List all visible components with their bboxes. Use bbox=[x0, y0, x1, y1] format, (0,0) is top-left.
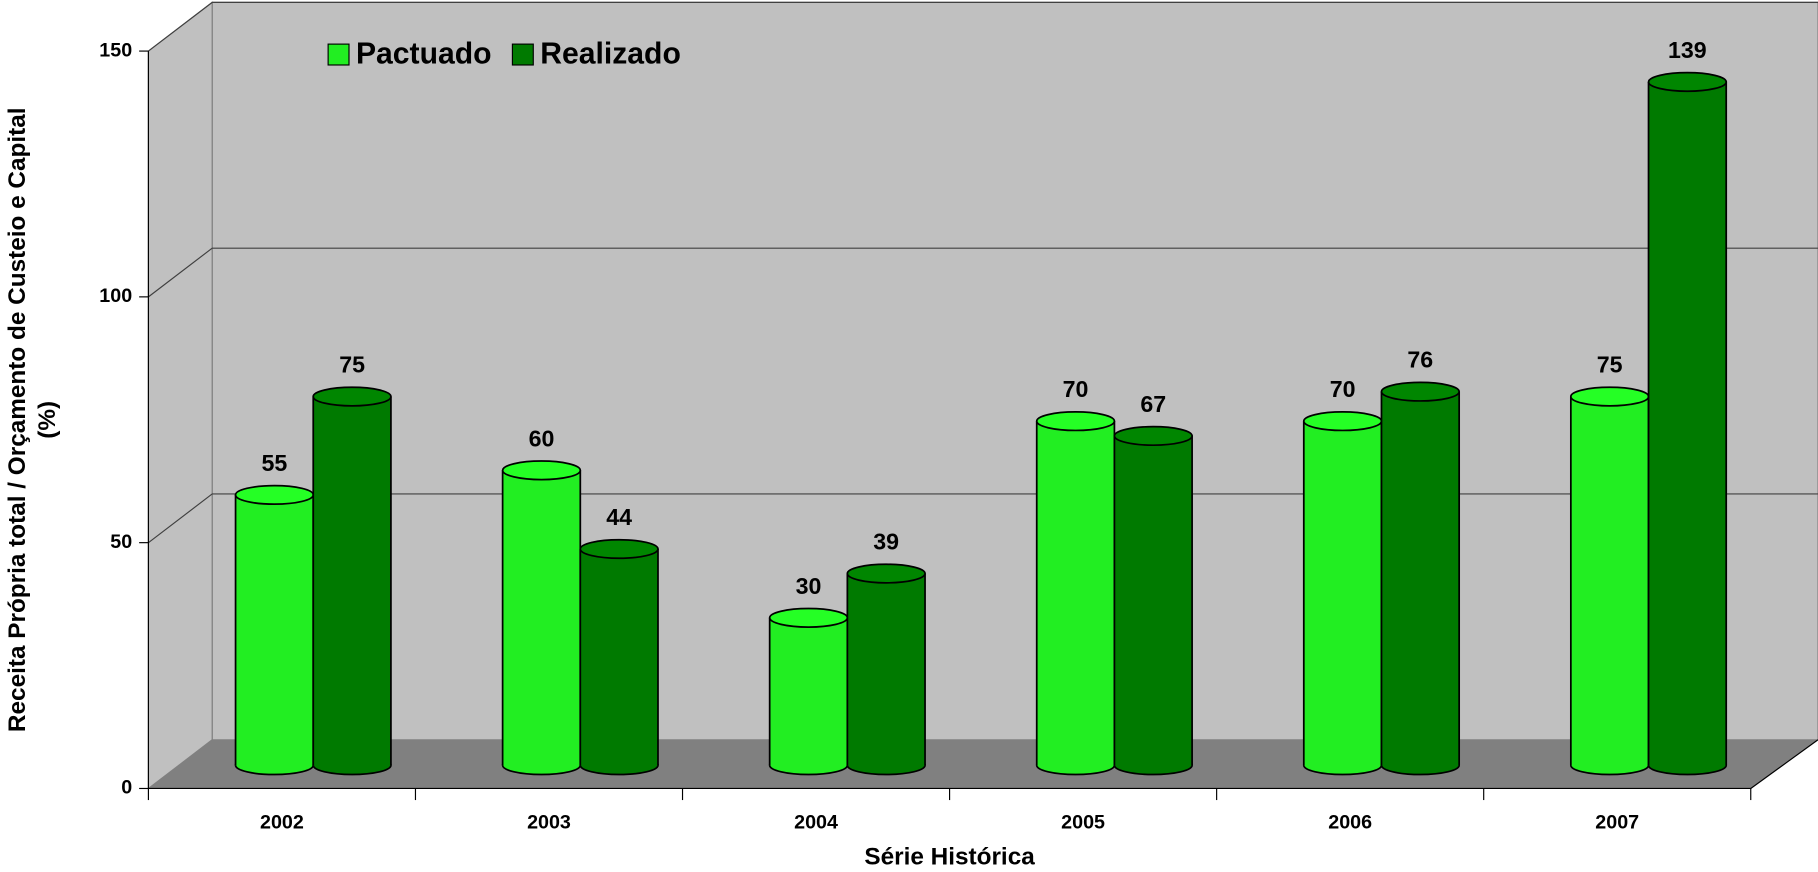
floor-edge bbox=[1750, 739, 1818, 789]
cylinder-body bbox=[235, 494, 314, 766]
cylinder bbox=[234, 484, 315, 776]
cylinder-top bbox=[846, 563, 926, 584]
cylinder-top bbox=[768, 607, 849, 628]
y-axis-title: Receita Própria total / Orçamento de Cus… bbox=[4, 107, 31, 732]
x-tick-label: 2005 bbox=[1061, 811, 1105, 833]
value-label: 139 bbox=[1668, 37, 1707, 63]
x-tick-label: 2002 bbox=[260, 811, 304, 833]
cylinder bbox=[1113, 425, 1193, 776]
cylinder bbox=[501, 460, 582, 776]
x-tick-label: 2006 bbox=[1328, 811, 1372, 833]
cylinder-top bbox=[1569, 386, 1650, 407]
floor bbox=[148, 739, 1818, 789]
cylinder-top bbox=[1035, 411, 1116, 432]
y-tick-label: 50 bbox=[110, 531, 132, 553]
cylinder bbox=[768, 607, 849, 776]
legend-swatch bbox=[511, 43, 534, 66]
y-tick-label: 100 bbox=[99, 285, 132, 307]
value-label: 70 bbox=[1063, 376, 1089, 402]
cylinder-body bbox=[580, 548, 658, 766]
x-axis-title: Série Histórica bbox=[864, 843, 1035, 870]
value-label: 30 bbox=[796, 573, 822, 599]
cylinder-top bbox=[1113, 425, 1193, 447]
cylinder-body bbox=[1381, 391, 1460, 766]
value-label: 39 bbox=[873, 529, 899, 555]
cylinder-top bbox=[1302, 411, 1383, 432]
cylinder-top bbox=[234, 484, 315, 506]
cylinder bbox=[846, 563, 926, 776]
cylinder bbox=[1380, 381, 1461, 776]
cylinder bbox=[1647, 71, 1728, 776]
x-tick-label: 2004 bbox=[794, 811, 838, 833]
grid-line bbox=[148, 247, 1818, 298]
cylinder-top bbox=[501, 460, 582, 481]
cylinder-body bbox=[1648, 81, 1727, 766]
cylinder-top bbox=[1647, 71, 1728, 93]
value-label: 55 bbox=[262, 450, 288, 476]
grid-line bbox=[148, 493, 1818, 544]
grid-line bbox=[148, 1, 1818, 52]
cylinder-body bbox=[1036, 421, 1115, 766]
cylinder bbox=[579, 538, 659, 776]
grid bbox=[148, 1, 1818, 544]
value-label: 75 bbox=[1597, 352, 1623, 378]
cylinder-body bbox=[313, 396, 391, 766]
cylinder-body bbox=[769, 617, 848, 766]
cylinder bbox=[1569, 386, 1650, 776]
cylinder-body bbox=[1570, 396, 1649, 766]
marks bbox=[234, 71, 1728, 776]
side-wall bbox=[147, 1, 213, 790]
cylinder-body bbox=[502, 470, 581, 766]
value-label: 76 bbox=[1407, 347, 1433, 373]
legend-label: Pactuado bbox=[356, 38, 492, 71]
value-label: 70 bbox=[1330, 376, 1356, 402]
cylinder bbox=[312, 386, 392, 776]
cylinder-top bbox=[579, 538, 659, 560]
cylinder-body bbox=[1303, 421, 1382, 766]
value-label: 75 bbox=[339, 352, 365, 378]
cylinder-top bbox=[312, 386, 392, 407]
legend-swatch bbox=[327, 43, 350, 66]
cylinder-body bbox=[847, 573, 926, 766]
y-tick-label: 0 bbox=[121, 777, 132, 799]
x-tick-label: 2007 bbox=[1595, 811, 1639, 833]
legend-label: Realizado bbox=[540, 38, 681, 71]
value-label: 67 bbox=[1140, 391, 1166, 417]
x-tick-label: 2003 bbox=[527, 811, 571, 833]
y-tick-label: 150 bbox=[99, 39, 132, 61]
cylinder bbox=[1302, 411, 1383, 776]
cylinder-top bbox=[1380, 381, 1461, 402]
value-label: 44 bbox=[606, 504, 632, 530]
value-label: 60 bbox=[529, 425, 555, 451]
cylinder-body bbox=[1114, 435, 1193, 766]
cylinder bbox=[1035, 411, 1116, 776]
y-axis-unit: (%) bbox=[34, 401, 61, 439]
